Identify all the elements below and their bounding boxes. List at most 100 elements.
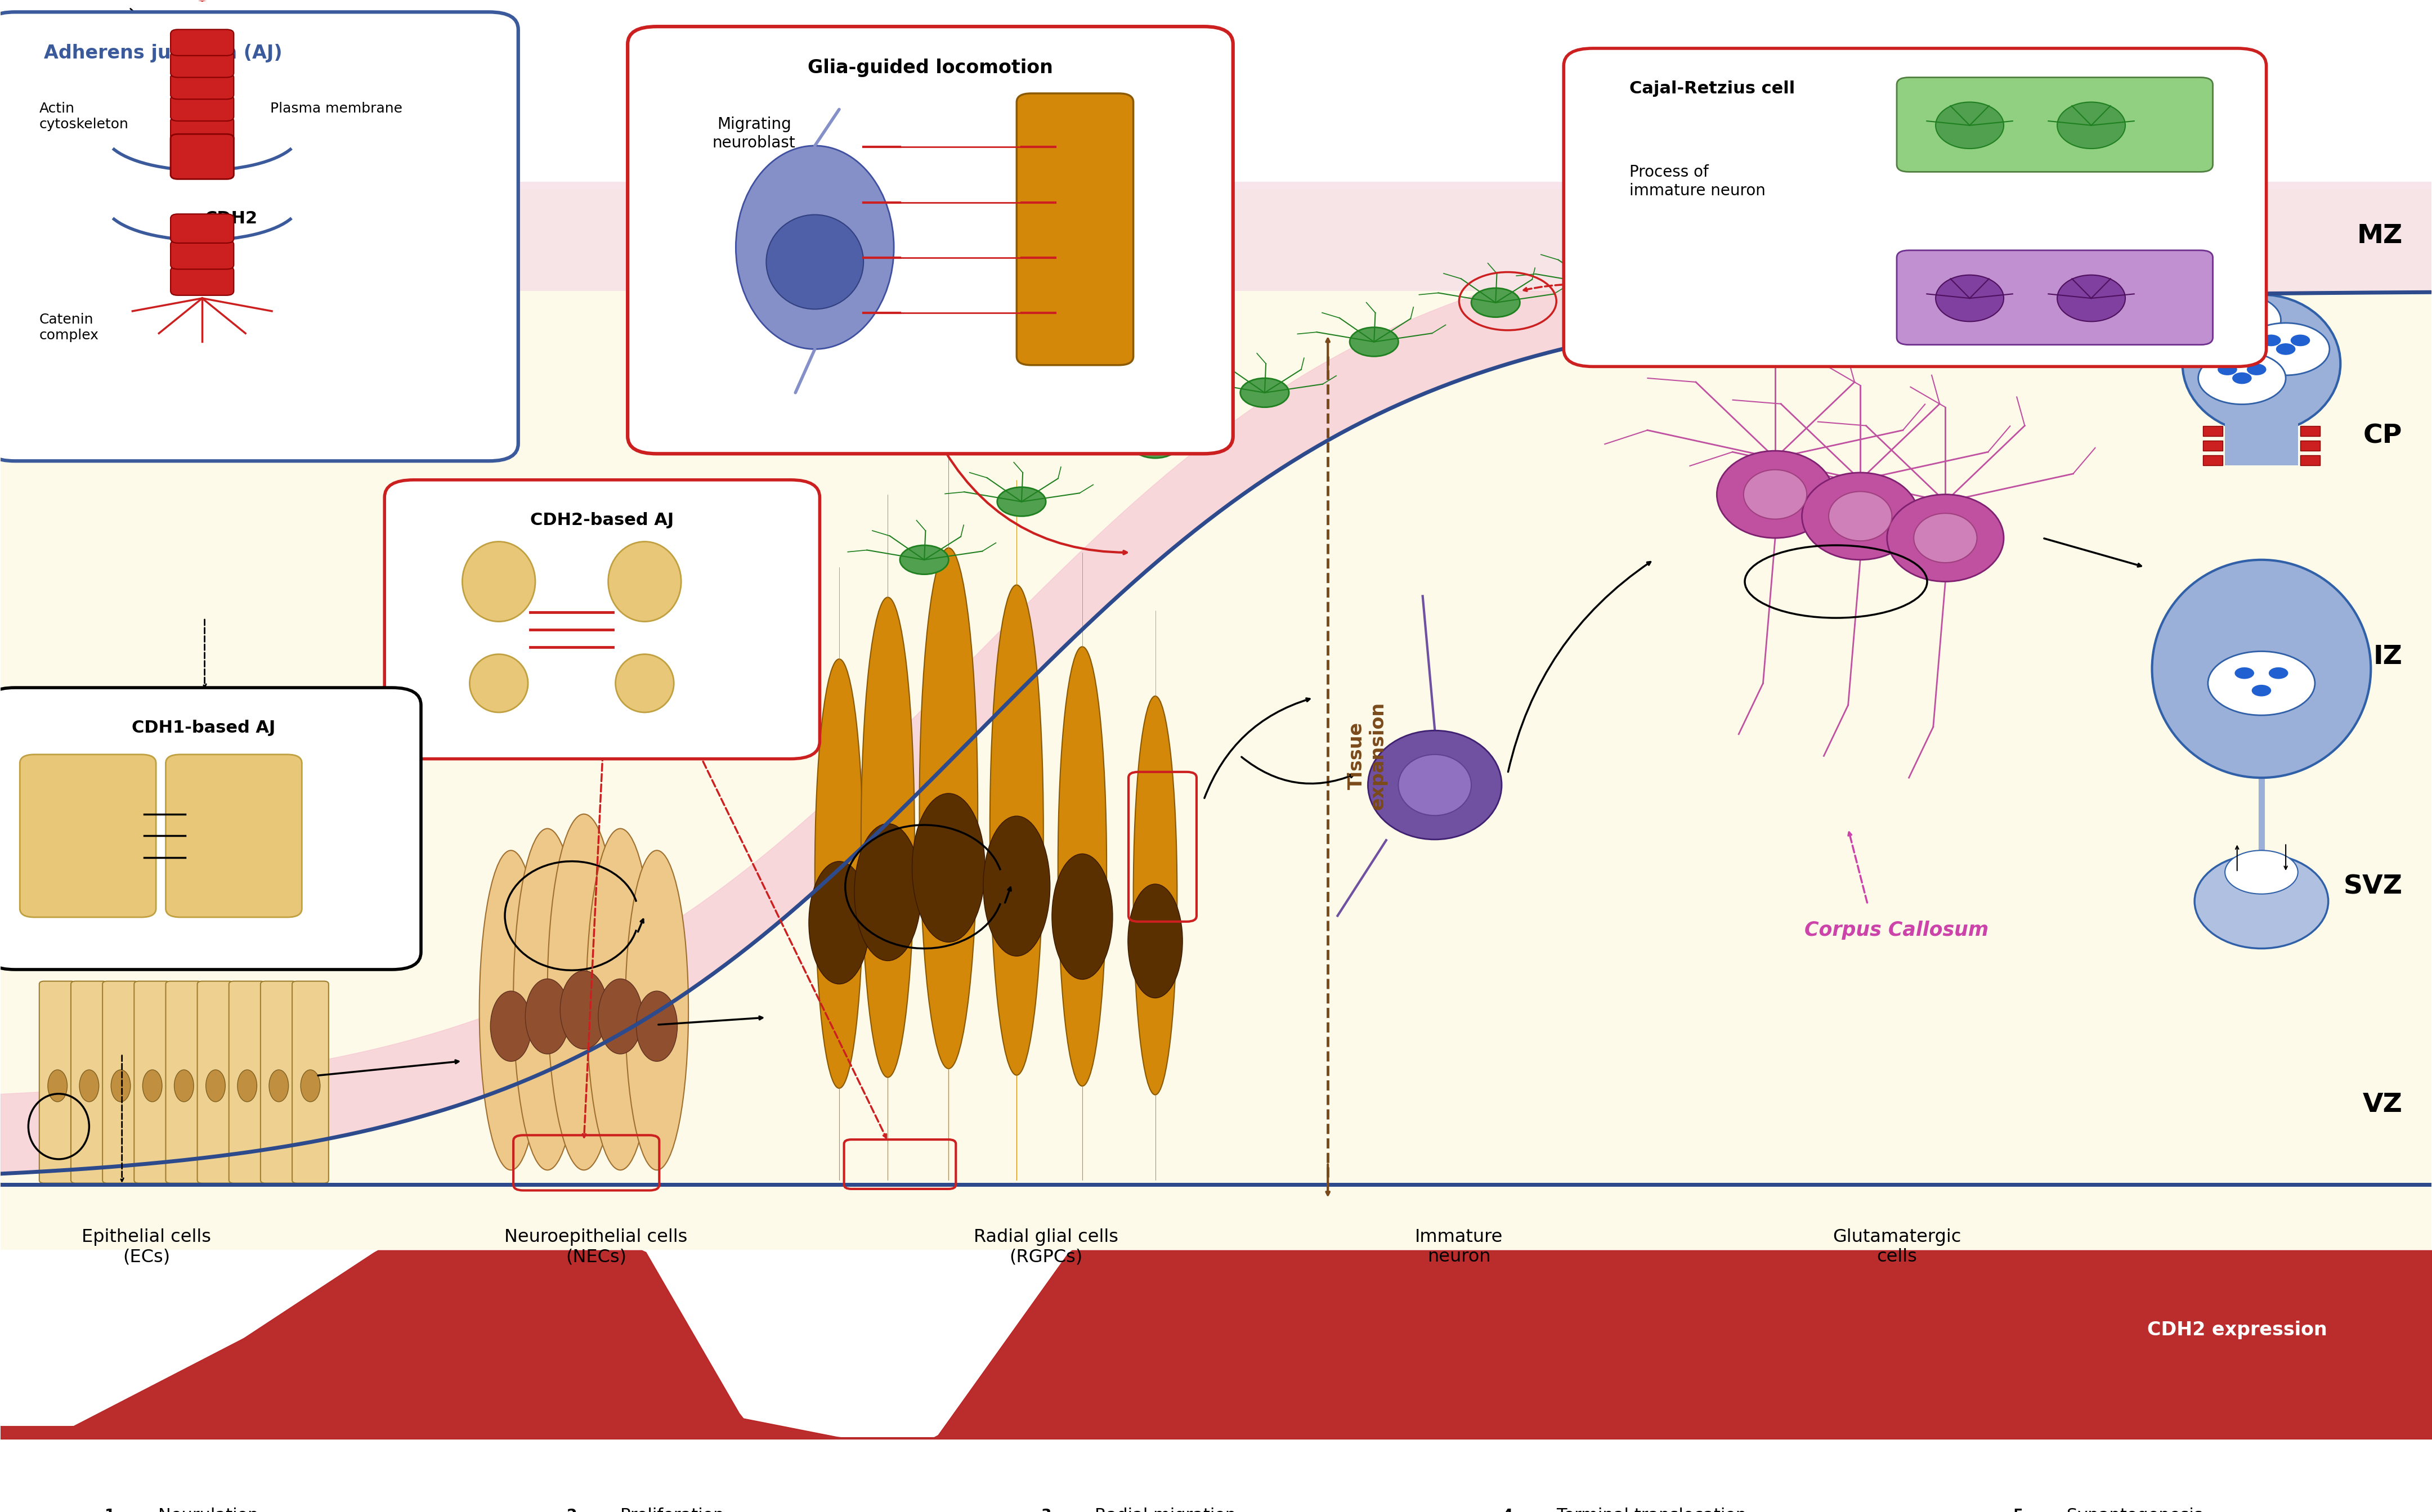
Ellipse shape bbox=[990, 585, 1043, 1075]
Circle shape bbox=[2291, 334, 2310, 346]
Circle shape bbox=[1980, 1492, 2057, 1512]
FancyBboxPatch shape bbox=[197, 981, 233, 1182]
Circle shape bbox=[2269, 667, 2289, 679]
Text: 4: 4 bbox=[1503, 1509, 1513, 1512]
Circle shape bbox=[2213, 305, 2233, 318]
FancyBboxPatch shape bbox=[134, 981, 170, 1182]
Text: Catenin
complex: Catenin complex bbox=[39, 313, 100, 342]
Bar bbox=[2203, 426, 2223, 437]
Ellipse shape bbox=[586, 829, 654, 1170]
Circle shape bbox=[1471, 289, 1520, 318]
Circle shape bbox=[2233, 372, 2252, 384]
Ellipse shape bbox=[983, 816, 1051, 956]
Text: CDH2: CDH2 bbox=[204, 210, 258, 227]
Ellipse shape bbox=[737, 145, 895, 349]
FancyBboxPatch shape bbox=[102, 981, 139, 1182]
Text: Plasma membrane: Plasma membrane bbox=[270, 103, 404, 115]
Text: CP: CP bbox=[2364, 423, 2403, 449]
Text: 3: 3 bbox=[1041, 1509, 1051, 1512]
Ellipse shape bbox=[270, 1070, 289, 1102]
Text: Proliferation: Proliferation bbox=[620, 1507, 725, 1512]
FancyBboxPatch shape bbox=[165, 754, 302, 918]
Text: Corpus Callosum: Corpus Callosum bbox=[1805, 921, 1989, 940]
Circle shape bbox=[1469, 1492, 1547, 1512]
Circle shape bbox=[533, 1492, 610, 1512]
FancyBboxPatch shape bbox=[0, 688, 421, 969]
Text: 1: 1 bbox=[105, 1509, 114, 1512]
FancyBboxPatch shape bbox=[170, 215, 233, 243]
FancyBboxPatch shape bbox=[627, 27, 1233, 454]
Text: Process of
immature neuron: Process of immature neuron bbox=[1629, 165, 1766, 198]
Text: Migrating
neuroblast: Migrating neuroblast bbox=[713, 116, 795, 151]
Ellipse shape bbox=[1914, 513, 1977, 562]
Circle shape bbox=[71, 1492, 148, 1512]
Bar bbox=[2203, 455, 2223, 466]
Text: 2: 2 bbox=[567, 1509, 576, 1512]
FancyBboxPatch shape bbox=[19, 754, 156, 918]
Ellipse shape bbox=[238, 1070, 258, 1102]
Ellipse shape bbox=[49, 1070, 68, 1102]
FancyBboxPatch shape bbox=[1897, 251, 2213, 345]
Bar bbox=[2301, 440, 2320, 451]
Ellipse shape bbox=[1936, 103, 2004, 148]
Text: VZ: VZ bbox=[2361, 1092, 2403, 1117]
Text: Immature
neuron: Immature neuron bbox=[1415, 1228, 1503, 1266]
Circle shape bbox=[1569, 269, 1617, 298]
Ellipse shape bbox=[547, 813, 620, 1170]
Circle shape bbox=[2235, 667, 2254, 679]
Ellipse shape bbox=[302, 1070, 321, 1102]
Ellipse shape bbox=[637, 990, 679, 1061]
Ellipse shape bbox=[143, 1070, 163, 1102]
Ellipse shape bbox=[513, 829, 581, 1170]
Ellipse shape bbox=[175, 1070, 195, 1102]
Ellipse shape bbox=[1128, 885, 1182, 998]
Ellipse shape bbox=[1829, 491, 1892, 541]
FancyBboxPatch shape bbox=[170, 266, 233, 295]
Text: Epithelial cells
(ECs): Epithelial cells (ECs) bbox=[83, 1228, 212, 1266]
Ellipse shape bbox=[615, 655, 674, 712]
Circle shape bbox=[2262, 334, 2281, 346]
FancyBboxPatch shape bbox=[384, 479, 820, 759]
Ellipse shape bbox=[1936, 275, 2004, 322]
Ellipse shape bbox=[861, 597, 914, 1078]
Text: IZ: IZ bbox=[2374, 644, 2403, 670]
Circle shape bbox=[2252, 685, 2271, 697]
Bar bbox=[2203, 440, 2223, 451]
Ellipse shape bbox=[1058, 647, 1107, 1086]
Text: Glia-guided locomotion: Glia-guided locomotion bbox=[807, 59, 1053, 77]
Ellipse shape bbox=[80, 1070, 100, 1102]
Ellipse shape bbox=[2194, 854, 2327, 948]
Text: SVZ: SVZ bbox=[2344, 874, 2403, 900]
Ellipse shape bbox=[1802, 473, 1919, 559]
Circle shape bbox=[2228, 314, 2247, 327]
Text: Radial glial cells
(RGPCs): Radial glial cells (RGPCs) bbox=[973, 1228, 1119, 1266]
FancyBboxPatch shape bbox=[170, 51, 233, 77]
Ellipse shape bbox=[112, 1070, 131, 1102]
Text: CDH2 expression: CDH2 expression bbox=[2147, 1320, 2327, 1340]
FancyBboxPatch shape bbox=[39, 981, 75, 1182]
Ellipse shape bbox=[854, 824, 922, 960]
Ellipse shape bbox=[608, 541, 681, 621]
Ellipse shape bbox=[1887, 494, 2004, 582]
FancyBboxPatch shape bbox=[170, 95, 233, 121]
Bar bbox=[2225, 357, 2298, 466]
Bar bbox=[2301, 426, 2320, 437]
Text: Adherens junction (AJ): Adherens junction (AJ) bbox=[44, 44, 282, 62]
FancyBboxPatch shape bbox=[170, 29, 233, 56]
Circle shape bbox=[2247, 364, 2267, 375]
FancyBboxPatch shape bbox=[170, 135, 233, 178]
FancyBboxPatch shape bbox=[71, 981, 107, 1182]
FancyBboxPatch shape bbox=[170, 116, 233, 142]
Circle shape bbox=[2194, 293, 2281, 346]
Circle shape bbox=[2218, 364, 2237, 375]
Circle shape bbox=[2199, 352, 2286, 404]
Ellipse shape bbox=[462, 541, 535, 621]
Text: Synaptogenesis: Synaptogenesis bbox=[2067, 1507, 2203, 1512]
Circle shape bbox=[1350, 327, 1398, 357]
Circle shape bbox=[1131, 429, 1180, 458]
Ellipse shape bbox=[1744, 470, 1807, 519]
Text: Cajal-Retzius cell: Cajal-Retzius cell bbox=[1629, 80, 1795, 97]
Text: Actin
cytoskeleton: Actin cytoskeleton bbox=[39, 103, 129, 132]
Ellipse shape bbox=[766, 215, 863, 308]
Ellipse shape bbox=[525, 978, 569, 1054]
